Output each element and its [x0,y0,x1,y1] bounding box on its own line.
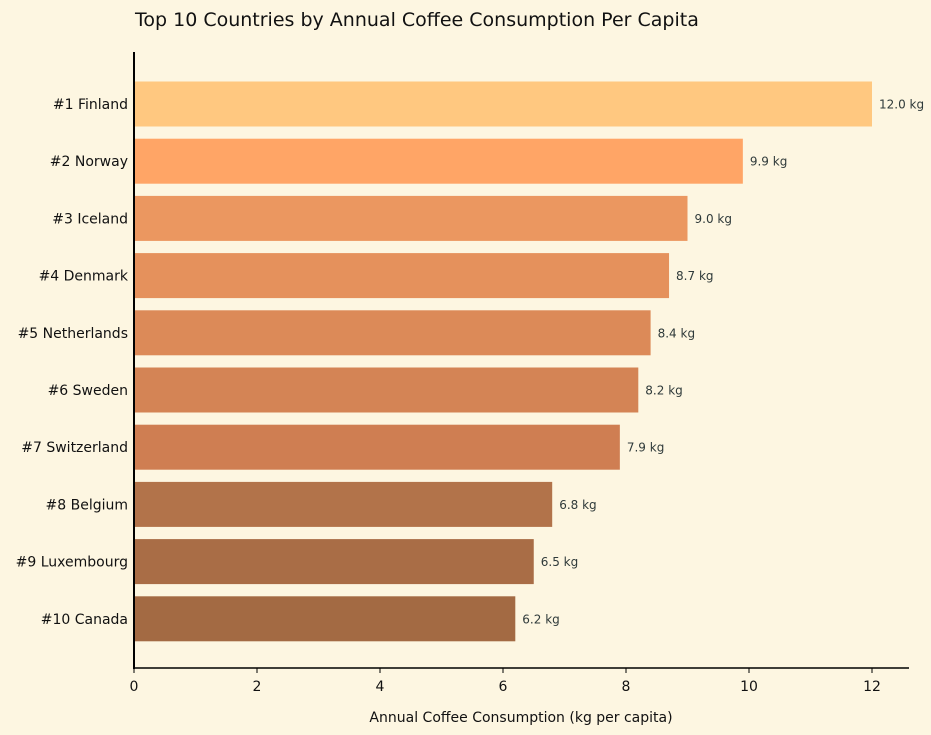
chart-title: Top 10 Countries by Annual Coffee Consum… [134,9,699,31]
bar-8 [135,539,534,585]
value-label: 6.5 kg [541,555,578,569]
value-label: 9.0 kg [695,212,732,226]
x-tick-label: 12 [863,679,881,695]
bar-5 [135,367,639,413]
x-tick-label: 2 [253,679,262,695]
bar-4 [135,310,651,356]
value-label: 9.9 kg [750,155,787,169]
y-tick-label: #1 Finland [53,97,128,113]
x-axis-label: Annual Coffee Consumption (kg per capita… [369,710,672,726]
bar-7 [135,481,553,527]
y-tick-label: #9 Luxembourg [16,555,128,571]
bar-1 [135,138,743,184]
y-tick-label: #8 Belgium [46,497,128,513]
bar-9 [135,596,516,642]
value-label: 6.8 kg [559,498,596,512]
y-tick-label: #5 Netherlands [18,326,128,342]
value-label: 8.2 kg [645,384,682,398]
y-tick-label: #6 Sweden [48,383,128,399]
value-label: 7.9 kg [627,441,664,455]
value-label: 6.2 kg [522,612,559,626]
y-tick-label: #4 Denmark [39,269,129,285]
x-tick-label: 0 [130,679,139,695]
x-tick-label: 8 [622,679,631,695]
y-tick-label: #2 Norway [50,154,128,170]
value-label: 8.4 kg [658,326,695,340]
bar-3 [135,253,670,299]
x-tick-label: 4 [376,679,385,695]
bar-6 [135,424,620,470]
y-tick-label: #3 Iceland [52,211,128,227]
x-tick-label: 6 [499,679,508,695]
x-tick-label: 10 [740,679,758,695]
y-tick-label: #7 Switzerland [21,440,128,456]
y-tick-label: #10 Canada [41,612,128,628]
value-label: 8.7 kg [676,269,713,283]
bar-0 [135,81,872,127]
value-label: 12.0 kg [879,98,924,112]
bar-2 [135,195,688,241]
